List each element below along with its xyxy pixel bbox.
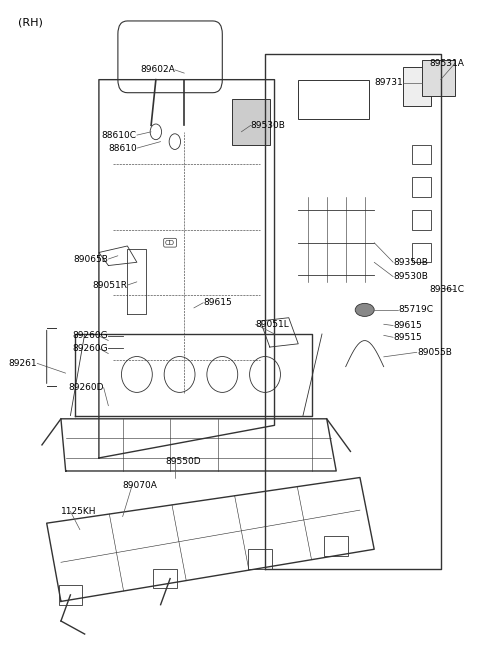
- Bar: [421, 60, 455, 96]
- Text: 89051L: 89051L: [255, 320, 289, 329]
- Text: 85719C: 85719C: [398, 305, 433, 314]
- Text: 89602A: 89602A: [140, 66, 175, 75]
- Text: CD: CD: [165, 240, 175, 246]
- Text: 89260G: 89260G: [73, 344, 108, 353]
- Bar: [403, 67, 431, 105]
- Text: 1125KH: 1125KH: [61, 507, 96, 516]
- Circle shape: [169, 134, 180, 149]
- Text: 89531A: 89531A: [430, 59, 464, 68]
- Text: 89350B: 89350B: [393, 258, 428, 267]
- Circle shape: [150, 124, 162, 140]
- Text: 89051R: 89051R: [92, 280, 127, 290]
- Text: 89261: 89261: [9, 359, 37, 368]
- Bar: [412, 178, 431, 197]
- FancyBboxPatch shape: [118, 21, 222, 93]
- Text: 88610C: 88610C: [102, 130, 137, 140]
- Text: 89065B: 89065B: [73, 255, 108, 263]
- Text: 89055B: 89055B: [417, 348, 452, 357]
- Text: 89515: 89515: [393, 333, 422, 342]
- Bar: [298, 80, 370, 119]
- Bar: [59, 585, 82, 605]
- Bar: [249, 550, 272, 569]
- Text: 89615: 89615: [393, 321, 422, 330]
- Text: 89530B: 89530B: [251, 121, 286, 130]
- Text: 89530B: 89530B: [393, 272, 428, 281]
- Bar: [324, 536, 348, 556]
- Ellipse shape: [164, 356, 195, 392]
- Bar: [154, 569, 177, 588]
- Bar: [232, 99, 270, 145]
- Text: 89731: 89731: [374, 79, 403, 87]
- Text: 89615: 89615: [204, 298, 232, 307]
- Bar: [412, 145, 431, 164]
- Ellipse shape: [207, 356, 238, 392]
- Text: 89361C: 89361C: [430, 285, 464, 294]
- Ellipse shape: [250, 356, 280, 392]
- Bar: [412, 210, 431, 230]
- Text: 89550D: 89550D: [165, 457, 201, 466]
- Text: 89260G: 89260G: [73, 331, 108, 341]
- Ellipse shape: [121, 356, 152, 392]
- Bar: [412, 243, 431, 262]
- Text: 89070A: 89070A: [122, 481, 157, 490]
- Ellipse shape: [355, 303, 374, 316]
- Text: 88610: 88610: [108, 143, 137, 153]
- Text: (RH): (RH): [18, 18, 43, 28]
- Text: 89260D: 89260D: [68, 383, 104, 392]
